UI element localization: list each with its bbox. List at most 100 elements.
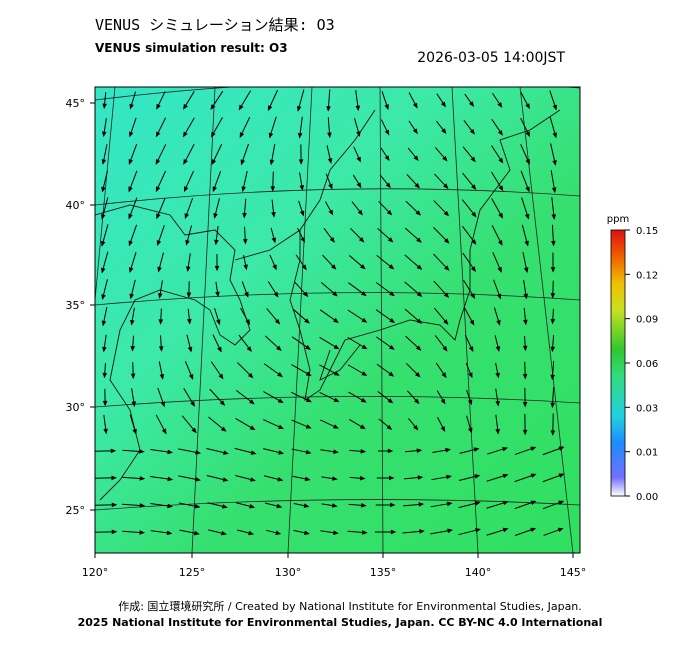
wind-head (498, 157, 504, 164)
lat-label: 25° (66, 504, 86, 517)
colorbar-label: 0.01 (636, 448, 658, 459)
wind-head (495, 372, 500, 379)
wind-head (360, 448, 367, 454)
lat-axis: 45° 40° 35° 30° 25° (66, 97, 95, 517)
wind-head (111, 502, 118, 508)
wind-head (495, 346, 501, 352)
wind-head (271, 211, 276, 218)
wind-head (129, 103, 134, 110)
wind-head (218, 373, 224, 380)
wind-head (530, 446, 537, 452)
wind-head (101, 267, 106, 274)
wind-head (215, 291, 220, 298)
wind-head (158, 319, 164, 325)
wind-head (223, 450, 229, 455)
colorbar-ticks: 0.15 0.12 0.09 0.06 0.03 0.01 0.00 (625, 226, 658, 503)
lon-label: 145° (560, 566, 587, 579)
wind-head (101, 320, 107, 327)
wind-head (389, 291, 395, 297)
wind-head (414, 398, 420, 405)
wind-head (278, 450, 285, 455)
wind-head (356, 131, 361, 137)
wind-head (333, 424, 339, 429)
wind-head (473, 447, 480, 452)
wind-head (497, 129, 503, 136)
wind-head (183, 103, 188, 110)
wind-head (188, 374, 194, 380)
datetime: 2026-03-05 14:00JST (417, 50, 565, 66)
wind-head (443, 292, 450, 298)
title: VENUS シミュレーション結果: O3 (95, 16, 335, 34)
wind-head (361, 371, 368, 376)
wind-head (470, 293, 476, 299)
wind-head (470, 266, 476, 273)
wind-head (271, 237, 277, 244)
wind-head (103, 428, 108, 435)
wind-head (157, 293, 163, 299)
wind-head (550, 402, 555, 409)
wind-head (102, 372, 108, 379)
wind-head (497, 266, 502, 273)
wind-head (468, 101, 475, 107)
wind-head (384, 129, 390, 136)
wind-head (498, 185, 504, 192)
wind-head (502, 446, 508, 452)
wind-head (111, 475, 117, 481)
wind-head (101, 294, 106, 301)
wind-head (416, 448, 423, 453)
wind-head (415, 371, 421, 378)
wind-head (523, 267, 529, 274)
wind-head (333, 344, 340, 350)
wind-head (440, 101, 446, 108)
wind-head (390, 529, 397, 535)
wind-head (361, 344, 368, 350)
wind-head (471, 211, 477, 218)
wind-head (160, 401, 165, 408)
lat-label: 45° (66, 97, 86, 110)
wind-head (551, 240, 556, 247)
wind-head (413, 155, 419, 162)
wind-head (441, 372, 447, 379)
wind-head (111, 529, 118, 535)
wind-head (110, 448, 117, 454)
lon-label: 130° (275, 566, 302, 579)
wind-head (440, 398, 446, 405)
lon-label: 120° (82, 566, 109, 579)
colorbar-label: 0.15 (636, 226, 658, 237)
colorbar-label: 0.06 (636, 359, 658, 370)
wind-head (359, 475, 366, 481)
wind-head (130, 319, 135, 326)
wind-head (128, 159, 133, 165)
footer-line2: 2025 National Institute for Environmenta… (78, 616, 603, 629)
wind-head (552, 104, 557, 111)
wind-vectors (95, 89, 565, 536)
wind-head (210, 104, 216, 110)
wind-head (249, 399, 255, 405)
wind-head (159, 373, 165, 380)
wind-head (333, 317, 339, 323)
wind-head (471, 239, 477, 245)
wind-head (186, 266, 191, 273)
wind-head (139, 449, 145, 454)
wind-head (220, 426, 227, 432)
wind-head (101, 186, 106, 193)
wind-head (360, 264, 366, 270)
wind-head (333, 449, 339, 454)
wind-head (558, 446, 565, 451)
wind-head (156, 213, 161, 220)
wind-head (386, 424, 393, 430)
wind-head (412, 102, 418, 109)
wind-head (185, 239, 190, 246)
wind-head (387, 237, 394, 243)
wind-head (550, 430, 556, 436)
graticule (95, 87, 580, 553)
wind-head (418, 502, 425, 507)
wind-head (299, 185, 305, 191)
wind-head (412, 128, 418, 135)
wind-head (193, 530, 200, 536)
wind-head (389, 318, 396, 324)
wind-head (523, 293, 529, 300)
wind-head (525, 103, 530, 110)
wind-head (297, 132, 303, 139)
wind-head (444, 265, 450, 271)
